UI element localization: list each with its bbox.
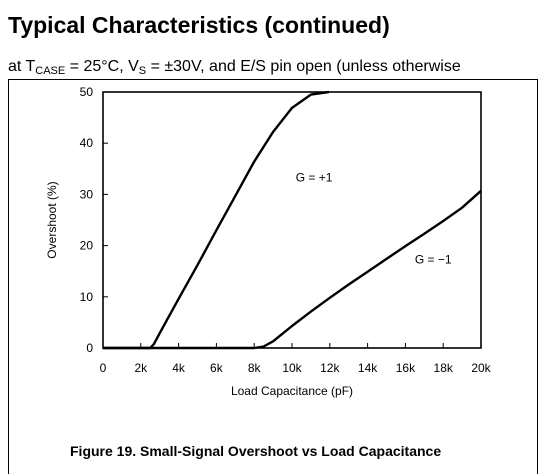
series-line-g-minus-1 [103,189,482,350]
y-axis-title: Overshoot (%) [45,181,59,258]
x-tick-label: 16k [396,361,416,375]
x-tick-label: 4k [172,361,186,375]
conditions-suffix: = ±30V, and E/S pin open (unless otherwi… [146,58,461,75]
series-line-g-plus-1 [103,90,330,350]
x-tick-label: 18k [434,361,454,375]
x-tick-label: 12k [320,361,340,375]
conditions-middle: = 25°C, V [65,58,139,75]
x-axis-title: Load Capacitance (pF) [231,384,353,398]
y-tick-label: 0 [86,341,93,355]
y-tick-label: 50 [80,85,94,99]
x-tick-label: 2k [134,361,148,375]
x-tick-label: 20k [471,361,491,375]
conditions-prefix: at T [8,58,36,75]
vs-subscript: S [138,65,147,77]
y-tick-label: 30 [80,187,94,201]
x-tick-label: 14k [358,361,378,375]
figure-caption: Figure 19. Small-Signal Overshoot vs Loa… [70,443,442,459]
series-label-g-minus-1: G = −1 [415,253,452,267]
x-tick-label: 0 [100,361,107,375]
series-lines [103,90,482,350]
x-tick-label: 10k [282,361,302,375]
axis-ticks: 0 2k 4k 6k 8k 10k 12k 14k 16k 18k 20k 0 10 20 30 40 50 [80,85,492,375]
plot-area-border [102,91,482,349]
y-tick-label: 10 [80,290,94,304]
series-labels: G = +1 G = −1 [296,171,452,267]
x-tick-label: 6k [210,361,224,375]
x-tick-label: 8k [248,361,262,375]
tcase-subscript: CASE [35,65,66,77]
y-tick-label: 40 [80,136,94,150]
y-tick-label: 20 [80,239,94,253]
series-label-g-plus-1: G = +1 [296,171,333,185]
section-heading: Typical Characteristics (continued) [8,12,390,38]
test-conditions: at TCASE = 25°C, VS = ±30V, and E/S pin … [8,58,461,77]
